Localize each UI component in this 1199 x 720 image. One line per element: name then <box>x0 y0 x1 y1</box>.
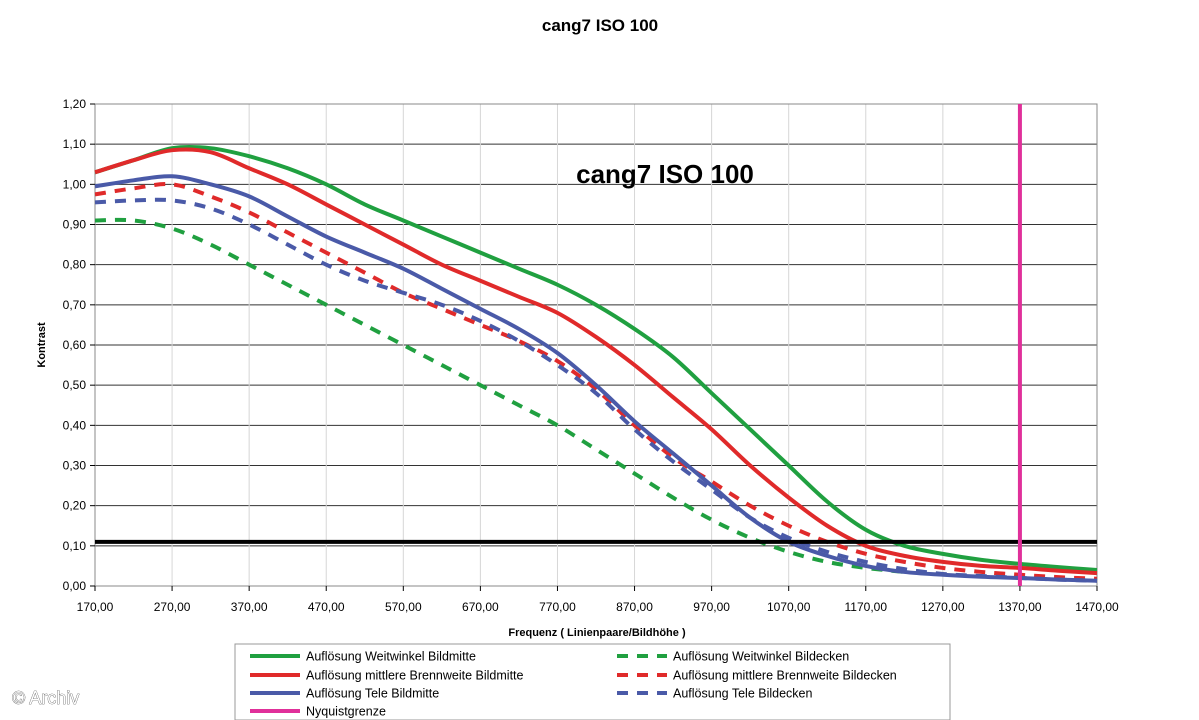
x-tick-label: 1070,00 <box>767 600 811 614</box>
y-tick-label: 1,10 <box>63 137 87 151</box>
y-tick-label: 0,50 <box>63 378 87 392</box>
x-tick-label: 1270,00 <box>921 600 965 614</box>
legend-items: Auflösung Weitwinkel Bildmitte Auflösung … <box>250 650 897 719</box>
x-tick-label: 970,00 <box>693 600 730 614</box>
x-tick-label: 170,00 <box>77 600 114 614</box>
x-tick-label: 1170,00 <box>845 600 888 614</box>
y-axis: 0,00 0,10 0,20 0,30 0,40 0,50 0,60 0,70 0,80 0,90… <box>63 97 95 593</box>
x-tick-label: 1470,00 <box>1075 600 1119 614</box>
y-tick-label: 0,40 <box>63 418 87 432</box>
legend-label: Auflösung Weitwinkel Bildmitte <box>306 650 476 664</box>
y-tick-label: 0,70 <box>63 298 87 312</box>
x-axis-title: Frequenz ( Linienpaare/Bildhöhe ) <box>508 627 686 639</box>
x-tick-label: 470,00 <box>308 600 345 614</box>
y-tick-label: 0,00 <box>63 579 87 593</box>
copyright-notice: © Archiv <box>12 688 79 708</box>
y-tick-label: 1,00 <box>63 177 87 191</box>
plot-inner-title: cang7 ISO 100 <box>576 159 754 189</box>
legend <box>234 643 951 720</box>
legend-label: Auflösung mittlere Brennweite Bildmitte <box>306 669 524 683</box>
series-line-4 <box>94 182 1098 581</box>
x-tick-label: 670,00 <box>462 600 499 614</box>
y-tick-label: 0,30 <box>63 459 87 473</box>
x-tick-label: 770,00 <box>539 600 576 614</box>
legend-label: Auflösung Tele Bildecken <box>673 687 812 701</box>
x-tick-label: 370,00 <box>231 600 268 614</box>
y-tick-label: 1,20 <box>63 97 87 111</box>
y-tick-label: 0,20 <box>63 499 87 513</box>
legend-label: Auflösung Weitwinkel Bildecken <box>673 650 849 664</box>
series-line-6 <box>94 197 1098 583</box>
x-tick-label: 1370,00 <box>998 600 1042 614</box>
series-layer <box>94 144 1098 583</box>
legend-label: Auflösung mittlere Brennweite Bildecken <box>673 669 897 683</box>
chart-title: cang7 ISO 100 <box>542 16 658 35</box>
y-tick-label: 0,60 <box>63 338 87 352</box>
x-tick-label: 270,00 <box>154 600 191 614</box>
legend-label: Auflösung Tele Bildmitte <box>306 687 439 701</box>
series-line-5 <box>94 174 1098 583</box>
series-line-1 <box>94 144 1098 572</box>
x-tick-label: 570,00 <box>385 600 422 614</box>
series-line-2 <box>94 217 905 574</box>
y-axis-title: Kontrast <box>36 322 48 368</box>
x-tick-label: 870,00 <box>616 600 653 614</box>
x-axis: 170,00 270,00 370,00 470,00 570,00 670,00 770,… <box>77 586 1119 614</box>
legend-label: Nyquistgrenze <box>306 705 386 719</box>
y-tick-label: 0,80 <box>63 258 87 272</box>
y-tick-label: 0,10 <box>63 539 87 553</box>
series-line-3 <box>94 147 1098 576</box>
y-tick-label: 0,90 <box>63 218 87 232</box>
